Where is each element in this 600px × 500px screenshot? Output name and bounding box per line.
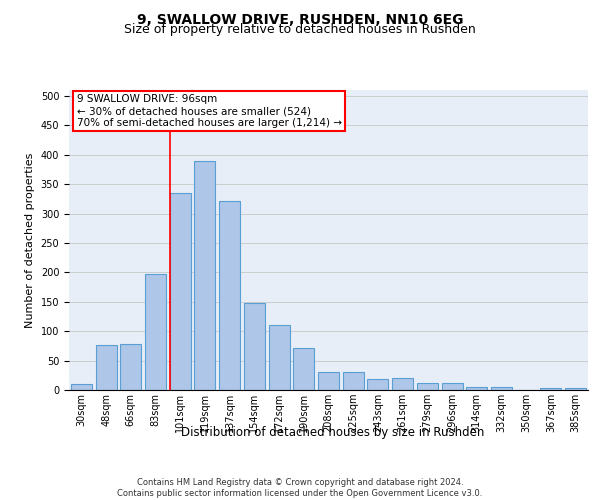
Bar: [170, 193, 191, 390]
Bar: [367, 380, 388, 390]
Bar: [293, 348, 314, 390]
Bar: [145, 274, 166, 390]
Bar: [565, 388, 586, 390]
Bar: [466, 387, 487, 390]
Bar: [71, 384, 92, 390]
Text: Distribution of detached houses by size in Rushden: Distribution of detached houses by size …: [181, 426, 485, 439]
Bar: [194, 160, 215, 390]
Text: 9 SWALLOW DRIVE: 96sqm
← 30% of detached houses are smaller (524)
70% of semi-de: 9 SWALLOW DRIVE: 96sqm ← 30% of detached…: [77, 94, 342, 128]
Bar: [269, 326, 290, 390]
Bar: [491, 387, 512, 390]
Bar: [541, 388, 562, 390]
Bar: [343, 372, 364, 390]
Text: Contains HM Land Registry data © Crown copyright and database right 2024.
Contai: Contains HM Land Registry data © Crown c…: [118, 478, 482, 498]
Bar: [442, 383, 463, 390]
Bar: [318, 372, 339, 390]
Bar: [417, 383, 438, 390]
Bar: [392, 378, 413, 390]
Bar: [120, 344, 141, 390]
Text: Size of property relative to detached houses in Rushden: Size of property relative to detached ho…: [124, 24, 476, 36]
Bar: [244, 303, 265, 390]
Text: 9, SWALLOW DRIVE, RUSHDEN, NN10 6EG: 9, SWALLOW DRIVE, RUSHDEN, NN10 6EG: [137, 12, 463, 26]
Bar: [219, 201, 240, 390]
Y-axis label: Number of detached properties: Number of detached properties: [25, 152, 35, 328]
Bar: [95, 344, 116, 390]
